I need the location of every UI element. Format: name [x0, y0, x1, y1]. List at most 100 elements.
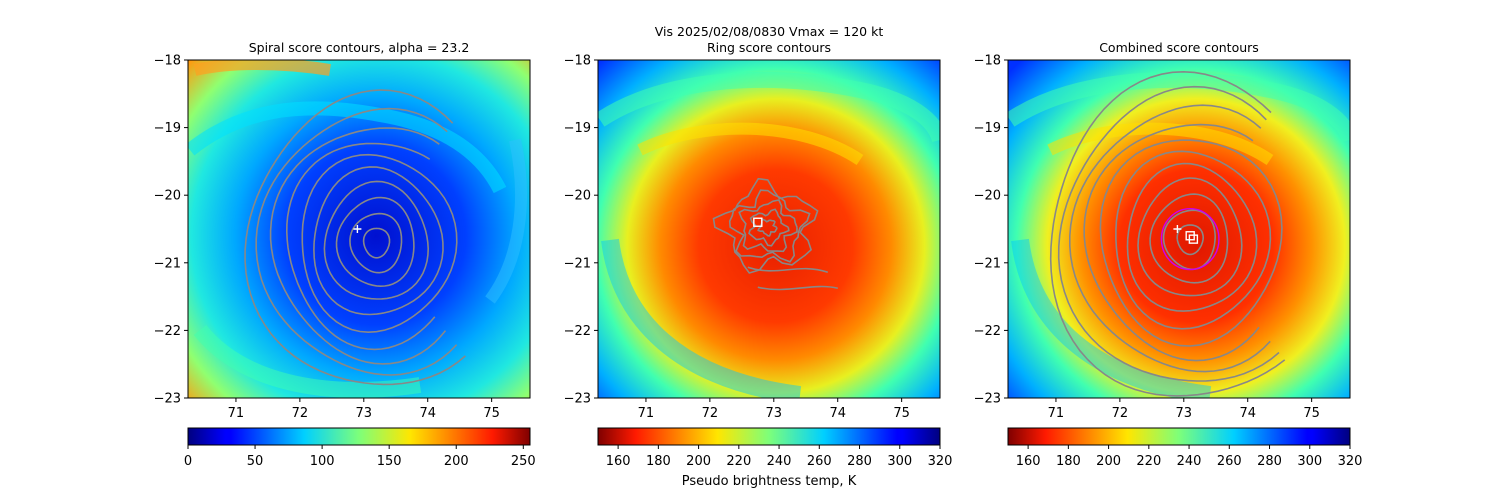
figure-suptitle: Vis 2025/02/08/0830 Vmax = 120 kt [655, 24, 884, 39]
colorbar-tick-label: 280 [1257, 454, 1282, 469]
colorbar-tick-label: 220 [726, 454, 751, 469]
x-tick-label: 72 [292, 406, 309, 421]
y-tick-label: −23 [564, 392, 591, 407]
colorbar-tick-label: 240 [1177, 454, 1202, 469]
panel-ring-score: Ring score contours 71 72 73 74 75 −18 −19 −20… [564, 40, 953, 489]
colorbar-tick-label: 150 [377, 454, 402, 469]
x-tick-label: 71 [228, 406, 245, 421]
contour-line [362, 227, 391, 259]
marker-group [353, 225, 362, 233]
x-tick-label: 72 [702, 406, 719, 421]
x-tick-label: 72 [1112, 406, 1129, 421]
colorbar-tick-label: 160 [1016, 454, 1041, 469]
y-tick-label: −22 [154, 324, 181, 339]
contour-group [244, 89, 466, 386]
center-square-marker [1185, 231, 1195, 241]
colorbar-tick-label: 300 [1297, 454, 1322, 469]
center-square-marker [753, 217, 763, 227]
contour-line [1126, 162, 1258, 312]
y-axis: −18 −19 −20 −21 −22 −23 [564, 54, 598, 407]
cloud-bands [598, 72, 940, 398]
colorbar-tick-label: 180 [646, 454, 671, 469]
panel-title: Spiral score contours, alpha = 23.2 [249, 40, 470, 55]
contour-line [757, 218, 778, 237]
y-tick-label: −18 [564, 54, 591, 69]
contour-line [1099, 139, 1283, 347]
contour-line [1069, 104, 1271, 373]
x-tick-label: 74 [419, 406, 436, 421]
y-tick-label: −19 [974, 121, 1001, 136]
contour-line [255, 107, 458, 376]
colorbar-label: Pseudo brightness temp, K [682, 474, 857, 489]
y-tick-label: −19 [564, 121, 591, 136]
y-axis: −18 −19 −20 −21 −22 −23 [154, 54, 188, 407]
axes-frame [187, 59, 531, 399]
panel-spiral-score: Spiral score contours, alpha = 23.2 71 72… [154, 40, 536, 469]
colorbar: 160 180 200 220 240 260 280 300 320 [597, 427, 953, 469]
contour-line [285, 142, 436, 351]
panel-title: Ring score contours [707, 40, 831, 55]
contour-group [1049, 70, 1286, 397]
marker-group [1173, 225, 1199, 244]
y-tick-label: −21 [564, 256, 591, 271]
contour-line [1149, 193, 1229, 284]
colorbar: 160 180 200 220 240 260 280 300 320 [1007, 427, 1363, 469]
colorbar-tick-label: 200 [1096, 454, 1121, 469]
y-tick-label: −18 [154, 54, 181, 69]
colorbar-tick-label: 280 [847, 454, 872, 469]
colorbar-gradient [187, 427, 531, 446]
colorbar-tick-label: 180 [1056, 454, 1081, 469]
axes-frame [597, 59, 941, 399]
contour-line [313, 166, 444, 316]
x-tick-label: 73 [1176, 406, 1193, 421]
contour-line [748, 208, 790, 247]
x-tick-label: 75 [893, 406, 910, 421]
colorbar-tick-label: 0 [184, 454, 192, 469]
colorbar-tick-label: 250 [511, 454, 536, 469]
y-tick-label: −23 [974, 392, 1001, 407]
colorbar-tick-label: 320 [1338, 454, 1363, 469]
colorbar-tick-label: 220 [1136, 454, 1161, 469]
x-axis: 71 72 73 74 75 [228, 398, 500, 421]
marker-group [753, 217, 763, 227]
colorbar-tick-label: 200 [686, 454, 711, 469]
panel-title: Combined score contours [1099, 40, 1259, 55]
x-axis: 71 72 73 74 75 [638, 398, 910, 421]
panel-combined-score: Combined score contours 71 72 73 74 75 −18−1… [974, 40, 1363, 469]
y-tick-label: −20 [154, 189, 181, 204]
contour-line [301, 153, 458, 334]
contour-line [712, 177, 819, 274]
x-tick-label: 71 [638, 406, 655, 421]
y-tick-label: −22 [974, 324, 1001, 339]
colorbar-tick-label: 200 [444, 454, 469, 469]
colorbar-tick-label: 50 [247, 454, 264, 469]
contour-line [244, 89, 466, 386]
contour-line [1137, 177, 1243, 297]
center-plus-marker [1173, 225, 1182, 233]
colorbar-tick-label: 100 [310, 454, 335, 469]
contour-line [1049, 70, 1286, 397]
x-tick-label: 71 [1048, 406, 1065, 421]
y-tick-label: −20 [974, 189, 1001, 204]
x-axis: 71 72 73 74 75 [1048, 398, 1320, 421]
contour-line [335, 196, 415, 288]
cloud-bands [188, 60, 527, 398]
y-tick-label: −23 [154, 392, 181, 407]
x-tick-label: 73 [356, 406, 373, 421]
contour-line [1083, 123, 1260, 362]
colorbar-tick-label: 320 [928, 454, 953, 469]
colorbar: 0 50 100 150 200 250 [184, 427, 536, 469]
colorbar-gradient [597, 427, 941, 446]
y-axis: −18 −19 −20 −21 −22 −23 [974, 54, 1008, 407]
center-plus-marker [353, 225, 362, 233]
contour-line [269, 127, 447, 365]
axes-frame [1007, 59, 1351, 399]
eye-ring [1160, 208, 1220, 271]
contour-line [738, 199, 798, 253]
colorbar-gradient [1007, 427, 1351, 446]
y-tick-label: −18 [974, 54, 1001, 69]
heatmap-image [598, 60, 940, 398]
y-tick-label: −21 [974, 256, 1001, 271]
contour-line [728, 189, 811, 263]
colorbar-tick-label: 260 [1217, 454, 1242, 469]
